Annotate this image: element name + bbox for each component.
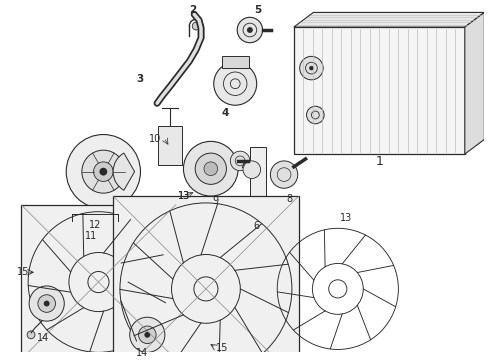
Text: 13: 13 [178,191,191,201]
Circle shape [237,17,263,43]
Circle shape [300,57,323,80]
Circle shape [230,151,250,171]
Text: 8: 8 [286,194,292,204]
Circle shape [192,22,200,30]
Text: 7: 7 [239,160,245,170]
Text: 2: 2 [190,5,197,15]
Circle shape [307,106,324,124]
Text: 4: 4 [222,108,229,118]
Polygon shape [465,12,484,154]
Circle shape [270,161,298,188]
Polygon shape [294,12,484,27]
Circle shape [27,331,35,339]
Text: 10: 10 [149,134,161,144]
Bar [221,57,249,68]
Circle shape [44,301,49,306]
Text: 13: 13 [340,213,352,224]
Wedge shape [113,153,135,190]
Circle shape [183,141,238,196]
Circle shape [29,286,64,321]
Circle shape [145,332,150,338]
Text: 13: 13 [178,191,191,201]
Circle shape [310,66,314,70]
Text: 6: 6 [254,221,260,230]
Text: 12: 12 [89,220,102,230]
Bar [113,196,299,360]
Circle shape [139,326,156,343]
Text: 14: 14 [37,333,49,343]
Circle shape [66,135,141,209]
Text: 15: 15 [217,342,229,352]
Circle shape [214,62,257,105]
Text: 1: 1 [376,156,384,168]
Circle shape [38,295,55,312]
Bar [250,147,266,201]
Circle shape [94,162,113,181]
Text: 9: 9 [213,196,219,206]
Bar [294,27,465,154]
Text: 14: 14 [136,348,148,359]
Circle shape [247,27,253,33]
Bar [21,205,176,359]
Circle shape [195,153,226,184]
Bar [158,126,181,165]
Circle shape [243,161,261,179]
Text: 11: 11 [84,231,97,241]
Text: 3: 3 [136,74,143,84]
Circle shape [204,162,218,176]
Text: 5: 5 [254,5,261,15]
Circle shape [82,150,125,193]
Circle shape [130,317,165,352]
Text: 15: 15 [17,267,29,277]
Circle shape [99,168,107,176]
